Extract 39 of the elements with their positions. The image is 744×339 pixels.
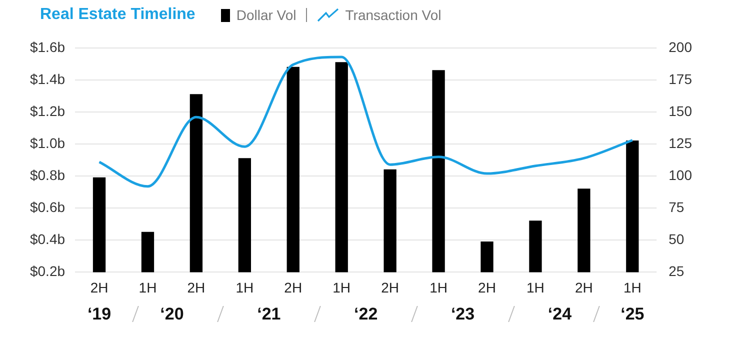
x-tick-label: 1H [332,279,351,296]
x-tick-label: 1H [430,279,448,296]
x-tick-label: 2H [90,279,108,296]
text: ‘19 [87,304,112,324]
text: ‘24 [548,304,572,324]
x-tick-label: 2H [478,279,496,296]
y2-tick-label: 150 [668,102,692,119]
y2-tick-label: 50 [668,231,684,248]
x-tick-label: 2H [187,279,206,296]
text: ‘21 [257,304,281,324]
text: ‘25 [620,304,644,324]
x-tick-label: 1H [526,279,544,296]
x-tick-label: 2H [381,279,400,296]
x-tick-label: 1H [623,279,642,296]
x-tick-label: 1H [236,279,254,296]
y-tick-label: $0.8b [30,166,66,183]
text: ‘20 [160,304,184,324]
text: ‘23 [450,304,475,324]
y2-tick-label: 175 [668,70,692,87]
y-tick-label: $1.4b [30,70,66,87]
y-tick-label: $1.0b [30,134,66,151]
legend-label: Dollar Vol [236,7,296,23]
y-tick-label: $0.4b [30,231,66,248]
x-tick-label: 1H [138,279,157,296]
y2-tick-label: 25 [668,263,684,280]
y-tick-label: $0.6b [30,199,66,215]
y2-tick-label: 75 [668,199,684,215]
legend-label: Transaction Vol [345,7,442,23]
y-tick-label: $0.2b [30,263,66,280]
x-tick-label: 2H [574,279,593,296]
x-tick-label: 2H [284,279,302,296]
y2-tick-label: 125 [668,134,692,151]
y2-tick-label: 100 [668,166,692,183]
y-tick-label: $1.2b [30,102,66,119]
text: ‘22 [354,304,378,324]
y2-tick-label: 200 [668,38,692,55]
line-series [98,56,634,188]
y-tick-label: $1.6b [30,38,66,55]
chart-title: Real Estate Timeline [40,6,196,24]
